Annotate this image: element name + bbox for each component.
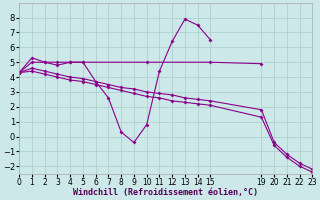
X-axis label: Windchill (Refroidissement éolien,°C): Windchill (Refroidissement éolien,°C) xyxy=(73,188,258,197)
